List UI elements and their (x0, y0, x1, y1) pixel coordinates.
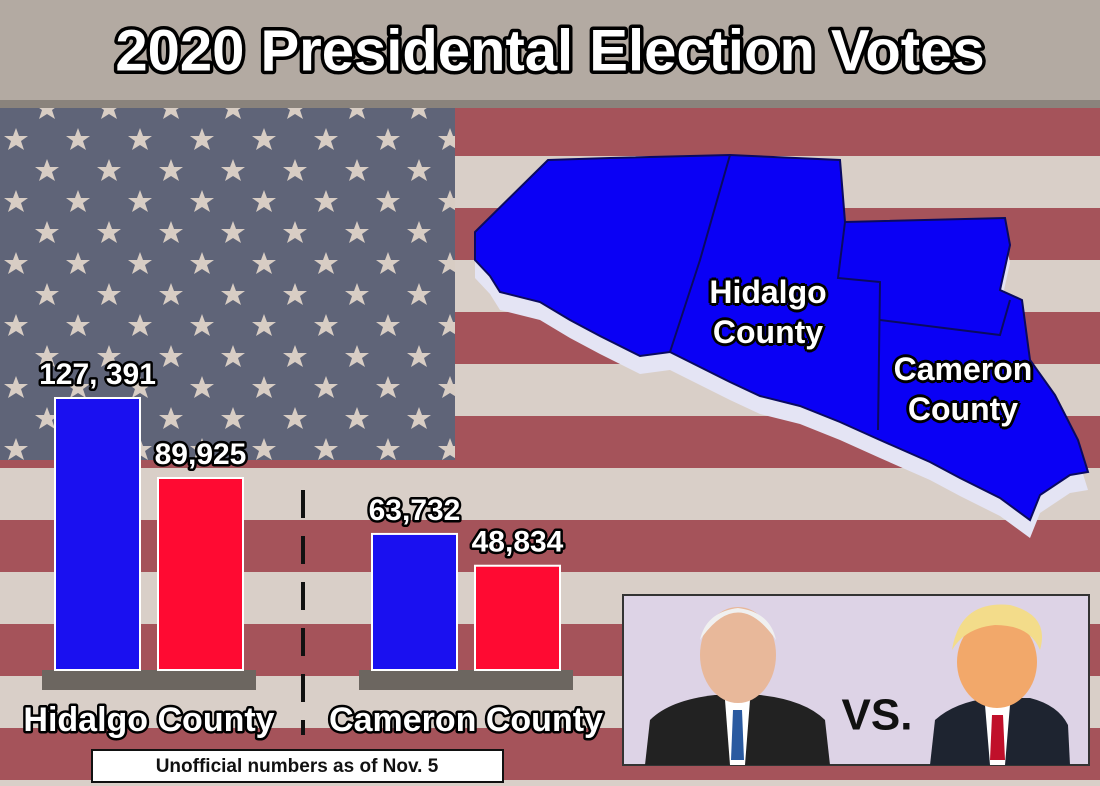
base-plate (359, 670, 573, 690)
tie (731, 710, 744, 760)
hair (700, 608, 776, 640)
versus-label: VS. (842, 691, 913, 740)
county-line (879, 299, 1011, 337)
map-region (474, 153, 1090, 522)
face (700, 607, 776, 703)
title-bar (0, 0, 1100, 108)
value-label: 89,925 (155, 438, 247, 471)
value-label: 63,732 (369, 494, 461, 527)
tie (990, 715, 1005, 760)
map-label: Cameron County (893, 351, 1033, 427)
bar (54, 397, 141, 671)
county-line (836, 221, 882, 431)
hair (952, 604, 1042, 650)
note-box (91, 749, 504, 783)
category-label: Hidalgo County (23, 701, 274, 739)
value-label: 127, 391 (39, 358, 156, 391)
map (474, 153, 1090, 538)
category-label: Cameron County (329, 701, 603, 739)
chart-title: 2020 Presidental Election Votes (115, 18, 984, 83)
bar (371, 532, 458, 671)
note: Unofficial numbers as of Nov. 5 (156, 756, 439, 777)
map-label: Hidalgo County (709, 274, 827, 350)
county-line (669, 154, 731, 353)
base-plate (42, 670, 256, 690)
portrait-panel: VS. (622, 594, 1090, 766)
value-label: 48,834 (472, 526, 564, 559)
face (957, 616, 1037, 708)
title-edge (0, 100, 1100, 108)
bar (157, 476, 244, 671)
bar (474, 564, 561, 672)
